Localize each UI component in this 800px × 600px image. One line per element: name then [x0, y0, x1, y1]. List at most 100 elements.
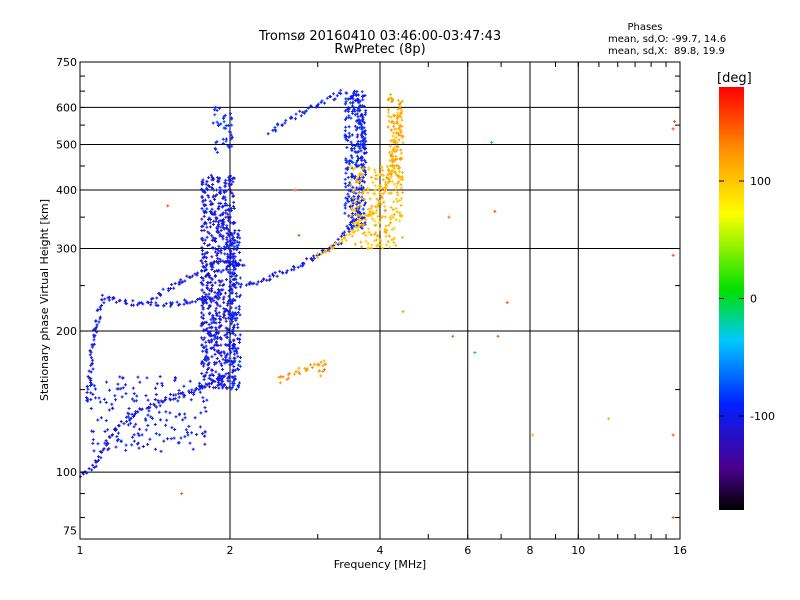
- data-point: [200, 359, 204, 363]
- data-point: [211, 314, 215, 318]
- data-point: [238, 276, 242, 280]
- data-point: [363, 221, 367, 225]
- data-point: [354, 220, 358, 224]
- data-point: [136, 442, 140, 446]
- data-point: [321, 369, 325, 373]
- data-point: [228, 187, 232, 191]
- data-point: [233, 356, 237, 360]
- data-point: [219, 291, 223, 295]
- data-point: [231, 278, 235, 282]
- data-point: [216, 380, 220, 384]
- data-point: [233, 274, 237, 278]
- x-tick-label: 6: [464, 544, 471, 557]
- data-point: [352, 188, 356, 192]
- data-point: [208, 274, 212, 278]
- data-point: [217, 351, 221, 355]
- data-point: [350, 172, 354, 176]
- colorbar-ticks: 100 0 -100: [719, 175, 775, 423]
- data-point: [296, 265, 300, 269]
- data-point: [94, 396, 98, 400]
- data-point: [234, 348, 238, 352]
- data-point: [392, 146, 396, 150]
- data-point: [399, 131, 403, 135]
- data-point: [103, 297, 107, 301]
- data-point: [341, 232, 345, 236]
- data-point: [233, 255, 237, 259]
- data-point: [213, 295, 217, 299]
- data-point: [200, 249, 204, 253]
- data-point: [351, 174, 355, 178]
- data-point: [226, 270, 230, 274]
- data-point: [159, 399, 163, 403]
- data-point: [160, 381, 164, 385]
- data-point: [277, 375, 281, 379]
- data-point: [276, 122, 280, 126]
- data-point: [201, 178, 205, 182]
- data-point: [380, 246, 384, 250]
- data-point: [172, 286, 176, 290]
- data-point: [346, 166, 350, 170]
- data-point: [344, 102, 348, 106]
- x-axis-label: Frequency [MHz]: [334, 558, 426, 571]
- data-point: [212, 348, 216, 352]
- data-point: [323, 368, 327, 372]
- data-point: [215, 313, 219, 317]
- data-point: [235, 316, 239, 320]
- data-point: [129, 416, 133, 420]
- data-point: [235, 240, 239, 244]
- data-point: [346, 110, 350, 114]
- data-point: [375, 205, 379, 209]
- data-point: [216, 343, 220, 347]
- data-point: [353, 124, 357, 128]
- data-point: [388, 221, 392, 225]
- data-point: [374, 230, 378, 234]
- data-point: [214, 341, 218, 345]
- data-point: [389, 92, 393, 96]
- data-point: [389, 170, 393, 174]
- data-point: [212, 108, 216, 112]
- data-point: [201, 261, 205, 265]
- data-point: [226, 330, 230, 334]
- data-point: [345, 108, 349, 112]
- data-point: [394, 243, 398, 247]
- data-point: [229, 178, 233, 182]
- data-point: [221, 142, 225, 146]
- data-point: [349, 178, 353, 182]
- data-point: [202, 291, 206, 295]
- data-point: [223, 184, 227, 188]
- data-point: [343, 211, 347, 215]
- x-tick-label: 2: [227, 544, 234, 557]
- data-point: [357, 199, 361, 203]
- data-point: [396, 193, 400, 197]
- data-point: [387, 108, 391, 112]
- data-point: [319, 374, 323, 378]
- data-point: [490, 141, 494, 145]
- data-point: [256, 280, 260, 284]
- data-point: [384, 234, 388, 238]
- data-point: [206, 193, 210, 197]
- data-point: [208, 340, 212, 344]
- data-point: [231, 332, 235, 336]
- data-point: [92, 338, 96, 342]
- data-point: [212, 317, 216, 321]
- data-point: [357, 213, 361, 217]
- data-point: [221, 367, 225, 371]
- data-point: [97, 396, 101, 400]
- data-point: [226, 232, 230, 236]
- data-point: [388, 144, 392, 148]
- data-point: [384, 184, 388, 188]
- data-point: [222, 301, 226, 305]
- data-point: [354, 180, 358, 184]
- data-point: [204, 182, 208, 186]
- data-point: [228, 130, 232, 134]
- data-point: [194, 433, 198, 437]
- data-point: [217, 204, 221, 208]
- data-point: [106, 448, 110, 452]
- data-point: [156, 399, 160, 403]
- data-point: [114, 445, 118, 449]
- data-point: [347, 214, 351, 218]
- data-point: [215, 335, 219, 339]
- data-point: [236, 232, 240, 236]
- data-point: [199, 281, 203, 285]
- data-point: [232, 360, 236, 364]
